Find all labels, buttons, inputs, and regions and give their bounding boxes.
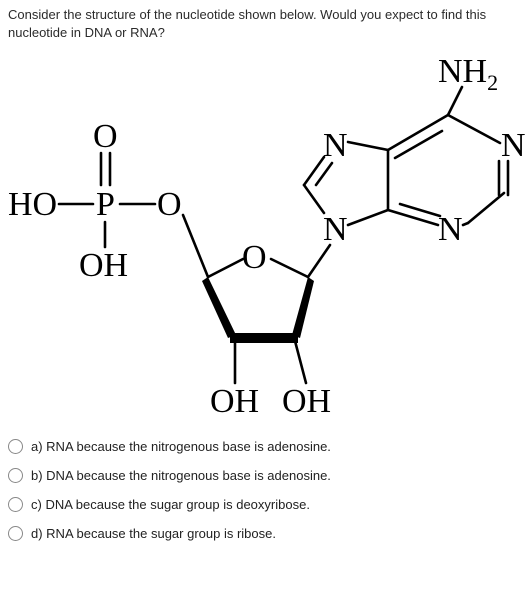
- option-c-label: c) DNA because the sugar group is deoxyr…: [31, 497, 310, 512]
- option-d-label: d) RNA because the sugar group is ribose…: [31, 526, 276, 541]
- radio-icon: [8, 497, 23, 512]
- option-c[interactable]: c) DNA because the sugar group is deoxyr…: [8, 497, 523, 512]
- radio-icon: [8, 526, 23, 541]
- nucleotide-structure-figure: NH2 N N N N O HO P O OH O OH OH: [8, 55, 523, 425]
- option-d[interactable]: d) RNA because the sugar group is ribose…: [8, 526, 523, 541]
- option-b-label: b) DNA because the nitrogenous base is a…: [31, 468, 331, 483]
- option-a-label: a) RNA because the nitrogenous base is a…: [31, 439, 331, 454]
- radio-icon: [8, 439, 23, 454]
- question-text: Consider the structure of the nucleotide…: [8, 6, 523, 41]
- structure-svg: [8, 55, 531, 425]
- option-a[interactable]: a) RNA because the nitrogenous base is a…: [8, 439, 523, 454]
- radio-icon: [8, 468, 23, 483]
- option-b[interactable]: b) DNA because the nitrogenous base is a…: [8, 468, 523, 483]
- answer-options: a) RNA because the nitrogenous base is a…: [8, 439, 523, 541]
